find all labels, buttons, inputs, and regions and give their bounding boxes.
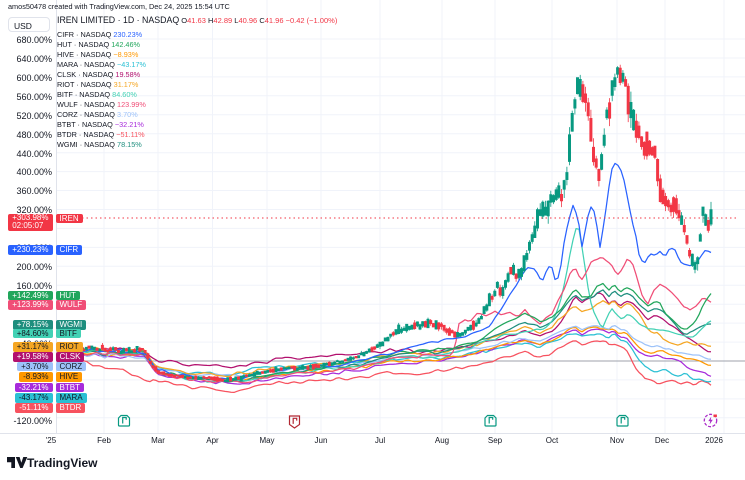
svg-text:TradingView: TradingView [27, 456, 98, 470]
